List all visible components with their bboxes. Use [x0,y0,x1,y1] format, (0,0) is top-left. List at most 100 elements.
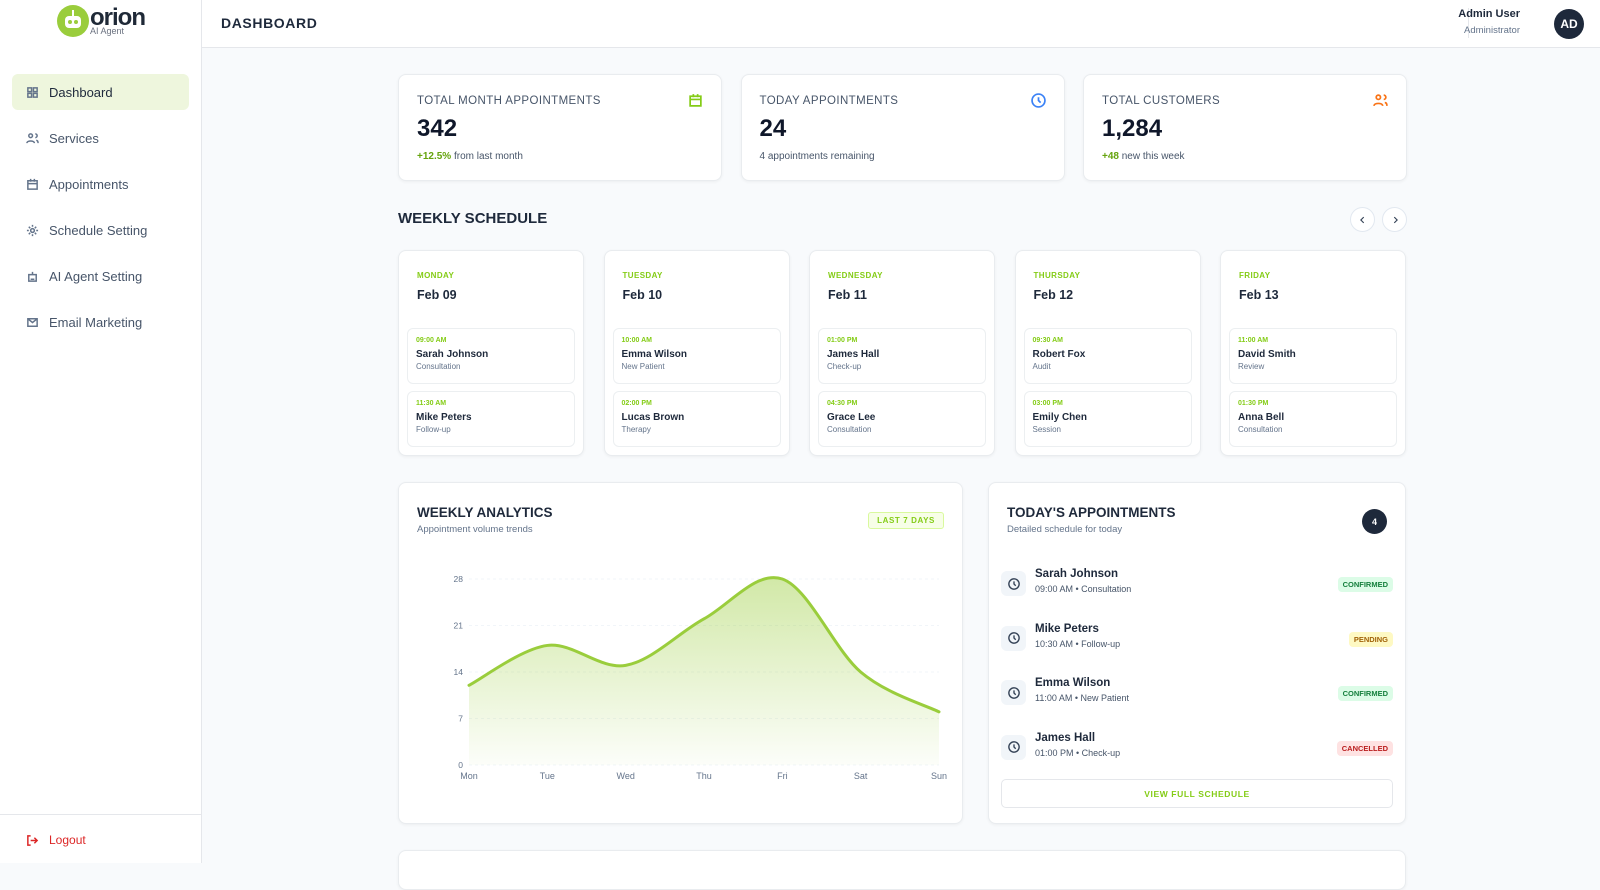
appointment[interactable]: 04:30 PM Grace Lee Consultation [818,391,986,447]
nav-label: Appointments [49,176,129,192]
appt-type: Consultation [827,425,872,434]
nav-item[interactable]: Email Marketing [12,304,189,340]
icon [1393,216,1398,223]
appt-name: Grace Lee [827,412,876,423]
appt-name: Lucas Brown [621,412,685,423]
stat-card: TOTAL MONTH APPOINTMENTS 342 +12.5% from l… [398,74,722,181]
day-date: Feb 12 [1033,288,1074,302]
clock-icon [1001,734,1026,760]
appt-name: Mike Peters [416,412,472,423]
appointment-row[interactable]: James Hall 01:00 PM • Check-up CANCELLED [1001,731,1393,771]
appointment-row[interactable]: Mike Peters 10:30 AM • Follow-up PENDING [1001,622,1393,662]
content: TOTAL MONTH APPOINTMENTS 342 +12.5% from l… [398,74,1407,890]
stat-card: TODAY APPOINTMENTS 24 4 appointments remai… [740,74,1065,181]
day-date: Feb 10 [622,288,663,302]
icon [1007,577,1020,590]
view-all-button[interactable]: VIEW FULL SCHEDULE [1001,779,1393,808]
appointment-row[interactable]: Emma Wilson 11:00 AM • New Patient CONFIRM… [1001,676,1393,716]
line-chart: 0 7 14 21 28 Mon Tue Wed Thu Fri Sat Sun [454,574,947,781]
appt-type: Session [1032,425,1061,434]
brand-name: orion [90,4,146,31]
nav-item[interactable]: Appointments [12,166,189,202]
x-tick-label: Fri [777,771,788,781]
section-title: WEEKLY SCHEDULE [398,210,548,227]
stat-label: TODAY APPOINTMENTS [759,95,899,107]
clock-icon [1001,625,1026,651]
nav-item[interactable]: Services [12,120,189,156]
appointment[interactable]: 02:00 PM Lucas Brown Therapy [612,391,781,447]
stat-footer: +12.5% from last month [417,151,523,162]
clock-icon [1001,680,1026,705]
area [469,577,939,765]
nav-label: Services [49,130,99,146]
appointment[interactable]: 09:00 AM Sarah Johnson Consultation [407,328,575,384]
icon [1359,216,1364,223]
nav-label: Dashboard [49,84,113,100]
x-tick-label: Mon [460,771,478,781]
appointment[interactable]: 01:00 PM James Hall Check-up [818,328,986,384]
status-badge: CONFIRMED [1337,686,1393,701]
day-name: THURSDAY [1033,271,1081,280]
y-tick-label: 14 [454,667,464,677]
stat-delta: +12.5% [417,151,452,162]
icon [1373,94,1388,107]
icon [1007,686,1020,699]
range-badge: LAST 7 DAYS [868,512,944,529]
stat-footer: 4 appointments remaining [760,151,875,162]
appt-type: Check-up [827,362,862,371]
appointment[interactable]: 11:00 AM David Smith Review [1229,328,1397,384]
day-card: MONDAY Feb 09 09:00 AM Sarah Johnson Consult… [398,250,584,456]
line [467,576,941,714]
appointment[interactable]: 01:30 PM Anna Bell Consultation [1229,391,1397,447]
avatar[interactable]: AD [1554,9,1584,39]
x-tick-label: Sat [854,771,868,781]
logo-icon [57,5,89,37]
sidebar: orion AI Agent Dashboard Services Appointm… [0,0,202,863]
patient-name: Sarah Johnson [1035,568,1119,580]
appt-time: 10:00 AM [621,337,652,344]
appt-name: Anna Bell [1238,412,1285,423]
appointment[interactable]: 09:30 AM Robert Fox Audit [1023,328,1192,384]
divider [1468,8,1469,38]
nav-item[interactable]: Schedule Setting [12,212,189,248]
nav-arrow[interactable] [1350,207,1375,232]
appt-time: 09:00 AM [416,337,447,344]
appt-time: 01:00 PM [827,337,858,344]
patient-name: Emma Wilson [1035,677,1111,689]
user-role: Administrator [1464,25,1520,36]
divider [0,814,202,815]
appt-type: New Patient [621,362,665,371]
appointment[interactable]: 03:00 PM Emily Chen Session [1023,391,1192,447]
appt-name: Sarah Johnson [416,349,489,360]
icon [27,86,38,98]
appointment[interactable]: 10:00 AM Emma Wilson New Patient [612,328,781,384]
icon [28,271,37,282]
appointment-row[interactable]: Sarah Johnson 09:00 AM • Consultation CONF… [1001,567,1393,607]
day-date: Feb 11 [828,288,867,302]
stat-value: 1,284 [1102,115,1163,142]
card [398,850,1406,890]
day-date: Feb 09 [417,288,457,302]
x-tick-label: Thu [696,771,712,781]
nav-item[interactable]: AI Agent Setting [12,258,189,294]
icon [27,178,38,190]
appointment[interactable]: 11:30 AM Mike Peters Follow-up [407,391,575,447]
icon [26,224,39,236]
page-title: DASHBOARD [221,15,318,31]
y-tick-label: 0 [458,760,463,770]
appt-type: Therapy [621,425,651,434]
stat-note: new this week [1121,151,1185,162]
stat-label: TOTAL CUSTOMERS [1102,95,1221,107]
logout-label: Logout [49,833,86,847]
icon [1007,741,1020,753]
stat-footer: +48 new this week [1102,151,1185,162]
day-card: THURSDAY Feb 12 09:30 AM Robert Fox Audit 03:… [1014,250,1201,456]
appt-type: Consultation [416,362,461,371]
icon [1030,93,1046,108]
nav-arrow[interactable] [1382,207,1407,232]
logout[interactable]: Logout [26,833,86,847]
nav-item[interactable]: Dashboard [12,74,189,110]
status-badge: CONFIRMED [1337,577,1393,592]
status-badge: CANCELLED [1336,740,1393,756]
status-badge: PENDING [1348,631,1393,647]
